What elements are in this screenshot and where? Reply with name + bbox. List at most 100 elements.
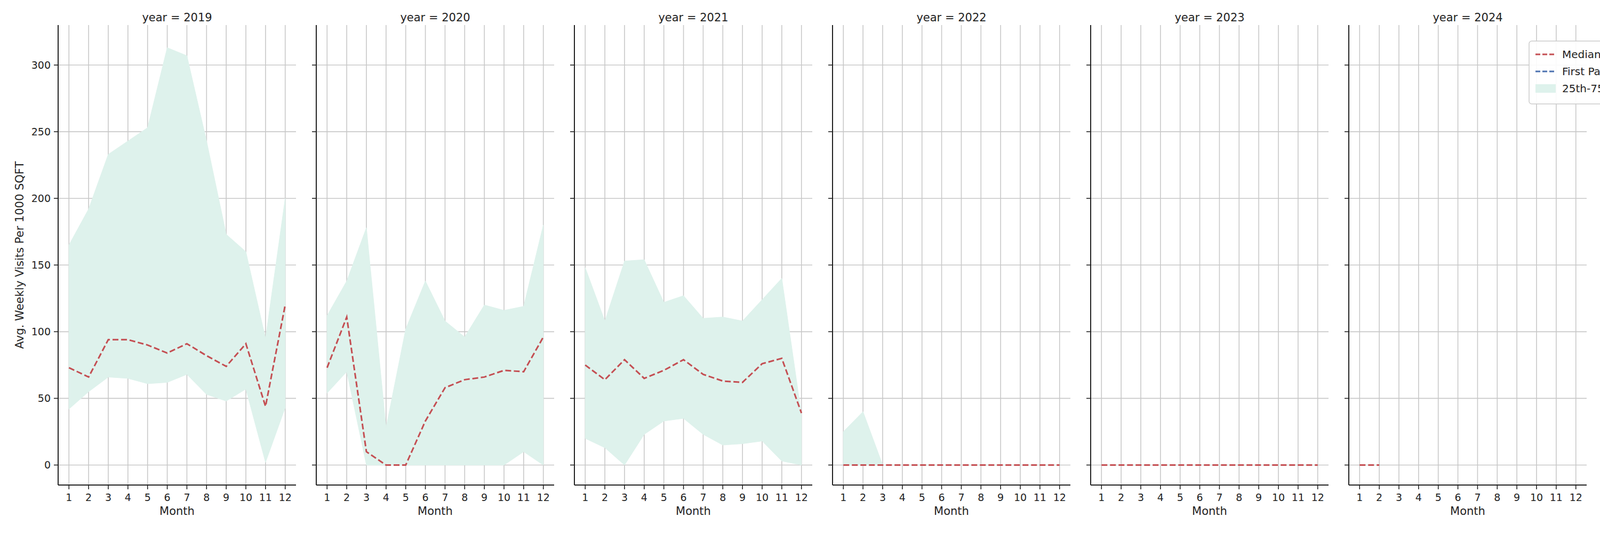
x-tick (1160, 485, 1162, 490)
x-tick-label: 12 (1053, 491, 1067, 504)
x-tick-label: 6 (1454, 491, 1462, 504)
grid-line (1317, 25, 1319, 486)
x-tick (523, 485, 525, 490)
grid-line (1378, 25, 1380, 486)
x-tick (702, 485, 704, 490)
x-tick (1297, 485, 1299, 490)
grid-line (316, 131, 555, 133)
x-tick-label: 12 (1569, 491, 1583, 504)
legend-label: Median (1562, 48, 1600, 61)
x-tick-label: 11 (1033, 491, 1047, 504)
y-tick (312, 64, 317, 66)
x-tick (624, 485, 626, 490)
grid-line (1090, 131, 1329, 133)
grid-line (1258, 25, 1260, 486)
x-tick-label: 11 (259, 491, 272, 504)
grid-line (1348, 197, 1587, 199)
x-tick-label: 4 (641, 491, 648, 504)
median-line (585, 358, 802, 414)
grid-line (574, 465, 813, 467)
grid-line (1297, 25, 1299, 486)
x-label: Month (933, 505, 970, 518)
x-tick (346, 485, 348, 490)
x-tick (186, 485, 188, 490)
y-axis (315, 25, 317, 486)
x-tick-label: 10 (1013, 491, 1027, 504)
x-tick (1258, 485, 1260, 490)
x-tick-label: 6 (1196, 491, 1204, 504)
x-tick (1496, 485, 1498, 490)
x-tick-label: 9 (739, 491, 746, 504)
x-label: Month (417, 505, 453, 518)
x-tick (781, 485, 783, 490)
x-tick (1418, 485, 1420, 490)
panel: 123456789101112year = 2022Month (828, 11, 1071, 518)
x-tick (147, 485, 149, 490)
x-tick (166, 485, 168, 490)
figure: 123456789101112050100150200250300year = … (0, 0, 1600, 533)
legend-swatch (1535, 84, 1556, 93)
x-tick-label: 5 (1177, 491, 1184, 504)
y-tick (312, 264, 317, 266)
grid-line (1059, 25, 1061, 486)
grid-line (882, 25, 884, 486)
x-axis (1090, 484, 1329, 486)
x-tick (1219, 485, 1221, 490)
grid-line (1398, 25, 1400, 486)
y-tick (1086, 465, 1091, 467)
x-tick (1575, 485, 1577, 490)
x-label: Month (675, 505, 711, 518)
x-tick (326, 485, 328, 490)
x-tick (1238, 485, 1240, 490)
x-tick (941, 485, 943, 490)
x-tick (503, 485, 505, 490)
x-tick (464, 485, 466, 490)
y-tick (570, 465, 575, 467)
x-tick-label: 11 (1549, 491, 1563, 504)
x-tick-label: 3 (105, 491, 112, 504)
x-tick-label: 7 (699, 491, 707, 504)
grid-line (832, 64, 1071, 66)
y-tick (1344, 131, 1349, 133)
legend-swatch (1535, 53, 1556, 56)
x-tick (365, 485, 367, 490)
y-tick (312, 131, 317, 133)
percentile-band (585, 259, 802, 466)
x-tick (1277, 485, 1279, 490)
x-tick (225, 485, 227, 490)
grid-line (1090, 398, 1329, 400)
y-tick (1086, 264, 1091, 266)
x-tick (722, 485, 724, 490)
x-tick (265, 485, 267, 490)
legend-label: 25th-75th Percentile (1562, 82, 1600, 95)
median-line (1101, 464, 1318, 467)
data-group (1101, 465, 1318, 466)
y-tick (1086, 398, 1091, 400)
x-tick-label: 3 (879, 491, 886, 504)
y-tick (828, 131, 833, 133)
x-axis (316, 484, 555, 486)
x-label: Month (1192, 505, 1228, 518)
x-tick-label: 2 (1117, 491, 1125, 504)
x-tick-label: 2 (1376, 491, 1383, 504)
x-tick-label: 11 (517, 491, 531, 504)
legend-label: First Party Median (1562, 65, 1600, 78)
grid-line (1418, 25, 1420, 486)
data-group (68, 48, 285, 463)
x-tick-label: 8 (719, 491, 726, 504)
x-tick (901, 485, 903, 490)
x-tick-label: 2 (859, 491, 867, 504)
x-tick-label: 3 (1137, 491, 1144, 504)
x-tick-label: 8 (203, 491, 210, 504)
y-tick (570, 197, 575, 199)
y-tick (570, 264, 575, 266)
panel-title: year = 2019 (141, 11, 212, 24)
x-tick (862, 485, 864, 490)
x-tick-label: 7 (1216, 491, 1223, 504)
y-tick (1344, 264, 1349, 266)
y-axis (1090, 25, 1092, 486)
x-tick-label: 6 (164, 491, 171, 504)
x-tick-label: 10 (1272, 491, 1285, 504)
x-tick-label: 11 (775, 491, 789, 504)
panel-title: year = 2022 (916, 11, 987, 24)
